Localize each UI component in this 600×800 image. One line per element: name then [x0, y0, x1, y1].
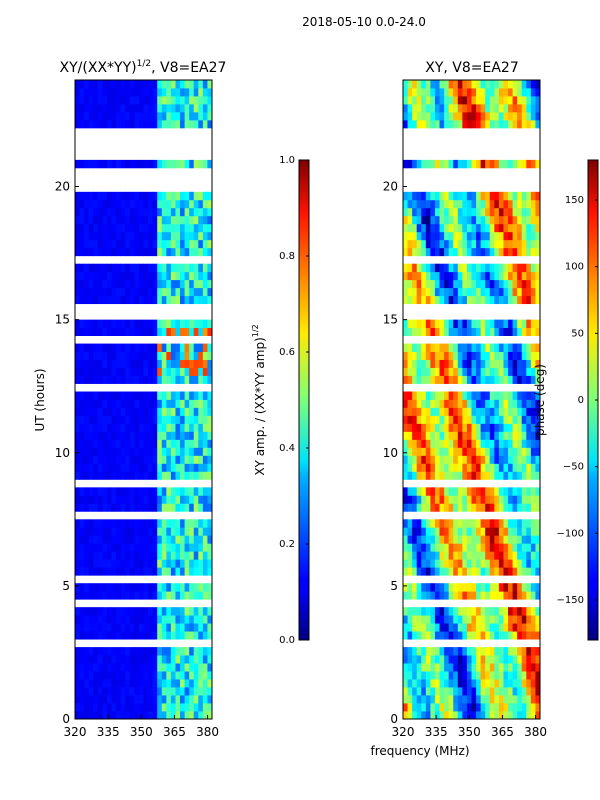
amplitude-heatmap-image	[75, 80, 213, 720]
y-tick-label: 5	[62, 579, 70, 593]
y-tick-label: 10	[55, 446, 70, 460]
x-tick-label: 365	[491, 725, 514, 739]
amplitude-colorbar-ticks: 0.0 0.2 0.4 0.6 0.8 1.0	[279, 155, 309, 646]
y-tick-label: 0	[62, 712, 70, 726]
y-tick-label: 10	[383, 446, 398, 460]
colorbar-tick-label: 0	[578, 395, 584, 406]
amplitude-colorbar-gradient	[298, 159, 310, 641]
colorbar-tick-label: −50	[563, 462, 584, 473]
colorbar-tick-label: 0.6	[279, 347, 295, 358]
amplitude-panel: XY/(XX*YY)1/2, V8=EA27 320 335 350 365 380 0…	[33, 59, 226, 739]
phase-colorbar-ticks: −150 −100 −50 0 50 100 150	[557, 195, 598, 606]
x-tick-label: 320	[392, 725, 415, 739]
phase-heatmap-image	[403, 80, 541, 720]
phase-x-ticks: 320 335 350 365 380	[392, 715, 547, 739]
phase-y-ticks: 0 5 10 15 20	[383, 180, 407, 726]
amplitude-colorbar-label: XY amp. / (XX*YY amp)1/2	[251, 324, 267, 475]
colorbar-tick-label: −100	[557, 528, 584, 539]
y-tick-label: 20	[55, 180, 70, 194]
figure-suptitle: 2018-05-10 0.0-24.0	[302, 15, 426, 29]
y-tick-label: 0	[390, 712, 398, 726]
amplitude-ylabel: UT (hours)	[33, 368, 47, 431]
x-tick-label: 365	[163, 725, 186, 739]
phase-title: XY, V8=EA27	[425, 60, 519, 76]
colorbar-tick-label: 150	[565, 195, 584, 206]
colorbar-tick-label: 0.4	[279, 443, 295, 454]
colorbar-tick-label: 50	[571, 328, 584, 339]
x-tick-label: 335	[97, 725, 120, 739]
x-tick-label: 350	[130, 725, 153, 739]
colorbar-tick-label: 1.0	[279, 155, 295, 166]
colorbar-tick-label: 0.8	[279, 251, 295, 262]
colorbar-tick-label: 0.0	[279, 635, 295, 646]
phase-colorbar: −150 −100 −50 0 50 100 150 phase (deg)	[533, 159, 599, 641]
x-tick-label: 380	[524, 725, 547, 739]
amplitude-axes-frame	[74, 79, 213, 720]
colorbar-tick-label: −150	[557, 595, 584, 606]
amplitude-title: XY/(XX*YY)1/2, V8=EA27	[60, 59, 227, 76]
colorbar-tick-label: 0.2	[279, 539, 295, 550]
amplitude-x-ticks: 320 335 350 365 380	[64, 715, 219, 739]
amplitude-colorbar: 0.0 0.2 0.4 0.6 0.8 1.0 XY amp. / (XX*YY amp)…	[251, 155, 310, 646]
y-tick-label: 15	[383, 313, 398, 327]
phase-axes-frame	[402, 79, 541, 720]
x-tick-label: 320	[64, 725, 87, 739]
x-tick-label: 380	[196, 725, 219, 739]
shared-xlabel: frequency (MHz)	[370, 744, 469, 758]
x-tick-label: 335	[425, 725, 448, 739]
amplitude-y-ticks: 0 5 10 15 20	[55, 180, 79, 726]
x-tick-label: 350	[458, 725, 481, 739]
colorbar-tick-label: 100	[565, 262, 584, 273]
y-tick-label: 5	[390, 579, 398, 593]
y-tick-label: 20	[383, 180, 398, 194]
phase-panel: XY, V8=EA27 320 335 350 365 380 0 5 10 15 20 fre…	[370, 60, 547, 758]
phase-colorbar-label: phase (deg)	[533, 364, 547, 436]
y-tick-label: 15	[55, 313, 70, 327]
